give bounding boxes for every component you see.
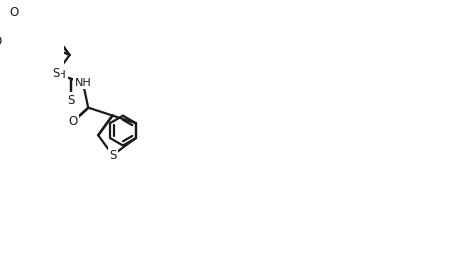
Text: O: O [0,35,2,48]
Text: O: O [9,6,19,19]
Text: S: S [52,67,60,80]
Text: NH: NH [75,77,91,88]
Text: O: O [69,115,78,128]
Text: NH: NH [50,70,67,80]
Text: S: S [109,149,116,162]
Text: S: S [67,94,75,107]
